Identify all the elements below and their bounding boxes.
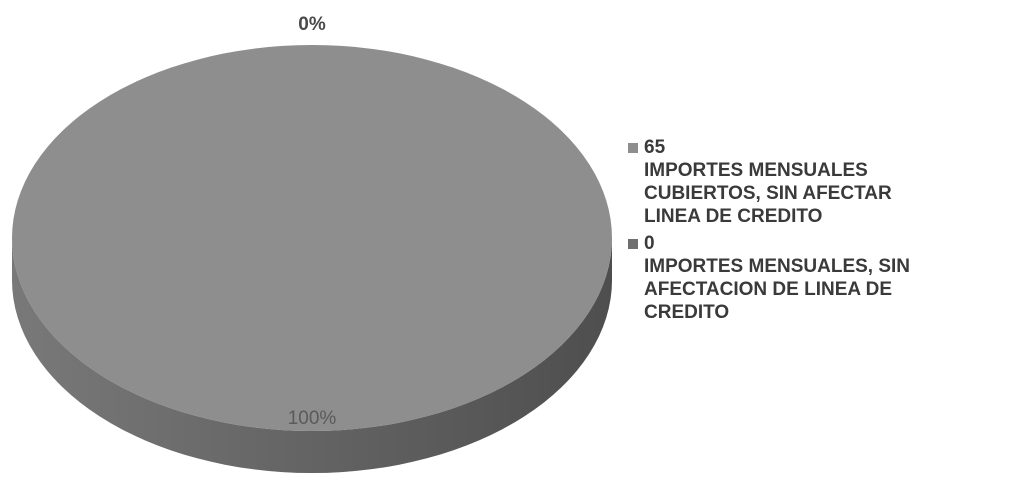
data-label: 0% [298,14,326,35]
pie-side-shade [12,238,612,473]
legend-entry: 65 IMPORTES MENSUALES CUBIERTOS, SIN AFE… [628,136,910,228]
legend-label: 0 IMPORTES MENSUALES, SIN AFECTACION DE … [644,233,911,323]
pie-slice [12,45,612,431]
legend-entry: 0 IMPORTES MENSUALES, SIN AFECTACION DE … [628,232,910,324]
legend-swatch [628,143,638,153]
legend-swatch [628,239,638,249]
legend: 65 IMPORTES MENSUALES CUBIERTOS, SIN AFE… [628,136,910,328]
data-label: 100% [288,408,337,429]
legend-label: 65 IMPORTES MENSUALES CUBIERTOS, SIN AFE… [644,137,892,227]
